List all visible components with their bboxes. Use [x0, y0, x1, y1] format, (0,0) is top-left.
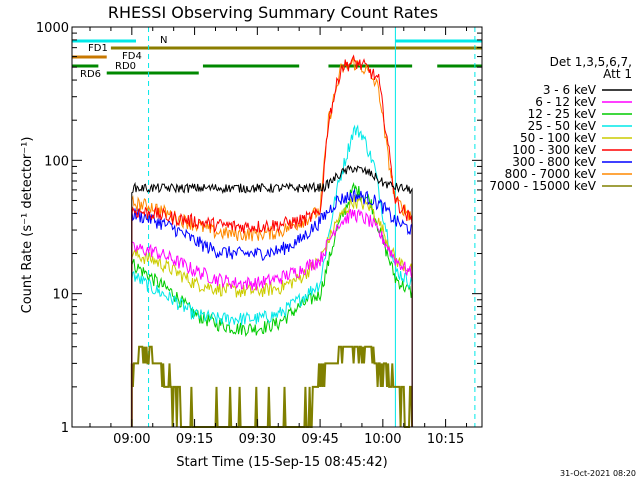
x-tick-label-5: 10:15 — [427, 432, 464, 447]
legend-label-3: 25 - 50 keV — [528, 119, 597, 133]
series-line-3 — [131, 124, 413, 427]
y-tick-label-2: 100 — [44, 154, 69, 169]
x-tick-label-0: 09:00 — [113, 432, 150, 447]
y-axis-label: Count Rate (s⁻¹ detector⁻¹) — [20, 137, 35, 314]
series-line-6 — [131, 188, 413, 427]
x-axis: 09:00 09:15 09:30 09:45 10:00 10:15 — [89, 27, 468, 447]
series-line-4 — [131, 195, 413, 427]
legend-label-2: 12 - 25 keV — [528, 107, 597, 121]
legend-label-8: 7000 - 15000 keV — [489, 179, 596, 193]
y-tick-label-3: 1000 — [36, 21, 69, 36]
x-axis-label: Start Time (15-Sep-15 08:45:42) — [176, 455, 387, 470]
series-line-5 — [131, 54, 413, 427]
x-tick-label-1: 09:15 — [176, 432, 213, 447]
timestamp: 31-Oct-2021 08:20 — [560, 469, 636, 478]
flag-label-rd0: RD0 — [115, 61, 136, 72]
y-tick-label-1: 10 — [52, 288, 69, 303]
series-line-0 — [131, 164, 413, 427]
x-tick-label-2: 09:30 — [239, 432, 276, 447]
y-tick-label-0: 1 — [61, 421, 69, 436]
legend-label-5: 100 - 300 keV — [512, 143, 596, 157]
legend-label-4: 50 - 100 keV — [520, 131, 597, 145]
y-axis: 1 10 100 1000 — [36, 21, 482, 436]
legend-label-7: 800 - 7000 keV — [505, 167, 597, 181]
flag-label-n: N — [160, 35, 167, 46]
chart-title: RHESSI Observing Summary Count Rates — [108, 3, 438, 22]
series-line-1 — [131, 208, 413, 427]
data-series — [130, 54, 414, 428]
legend-header-line1: Det 1,3,5,6,7, — [550, 55, 632, 69]
series-line-8 — [130, 345, 414, 428]
flag-label-fd1: FD1 — [88, 43, 108, 54]
legend-header-line2: Att 1 — [603, 67, 632, 81]
flag-label-fd4: FD4 — [122, 51, 142, 62]
flag-label-rd6: RD6 — [80, 69, 101, 80]
series-line-7 — [131, 56, 413, 427]
series-line-2 — [131, 181, 413, 427]
plot-frame — [71, 26, 483, 428]
legend-label-1: 6 - 12 keV — [535, 95, 597, 109]
x-tick-label-3: 09:45 — [301, 432, 338, 447]
legend-label-0: 3 - 6 keV — [543, 83, 597, 97]
legend-label-6: 300 - 800 keV — [512, 155, 596, 169]
x-tick-label-4: 10:00 — [364, 432, 401, 447]
